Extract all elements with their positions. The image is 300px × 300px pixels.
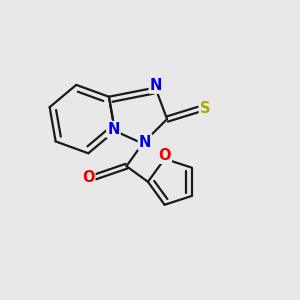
Text: O: O bbox=[158, 148, 171, 163]
Text: S: S bbox=[200, 101, 210, 116]
Text: O: O bbox=[82, 169, 94, 184]
Text: N: N bbox=[150, 78, 162, 93]
Text: N: N bbox=[139, 134, 151, 149]
Text: N: N bbox=[107, 122, 120, 137]
